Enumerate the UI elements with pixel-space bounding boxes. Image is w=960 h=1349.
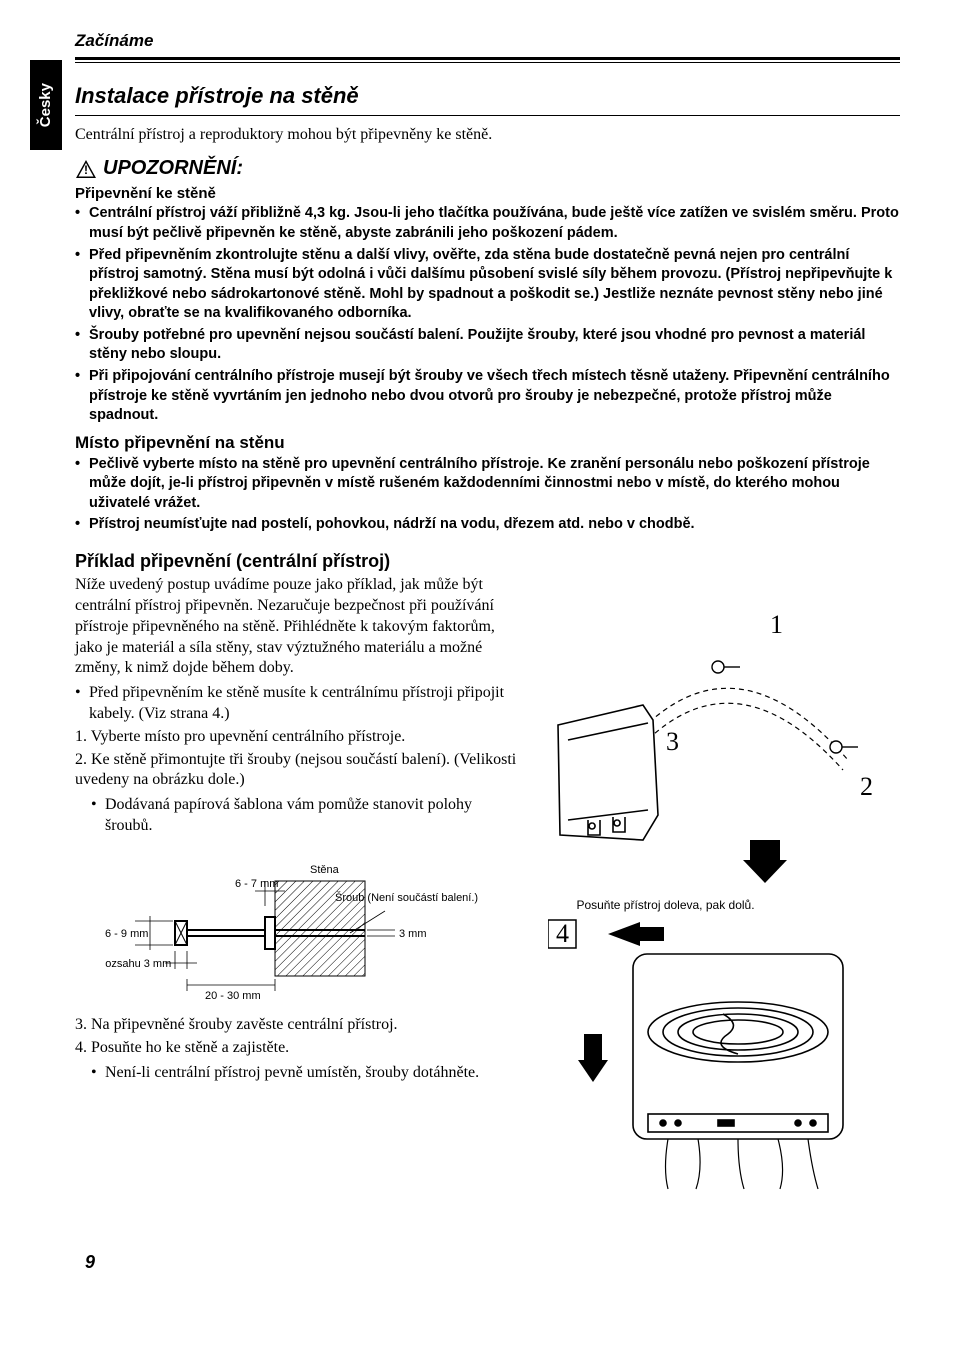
bullet-item: Před připevněním zkontrolujte stěnu a da…	[75, 246, 900, 324]
caution-icon: !	[75, 159, 97, 179]
svg-text:1: 1	[770, 610, 783, 639]
mount-illustration: 1 2 3	[548, 585, 900, 891]
steps-bottom: 3. Na připevněné šrouby zavěste centráln…	[75, 1015, 522, 1059]
title-rule	[75, 115, 900, 116]
bullets-fix: Centrální přístroj váží přibližně 4,3 kg…	[75, 204, 900, 425]
svg-text:3 mm: 3 mm	[399, 928, 427, 940]
bullet-item: Pečlivě vyberte místo na stěně pro upevn…	[75, 455, 900, 514]
caution-row: ! UPOZORNĚNÍ:	[75, 155, 900, 182]
slide-caption: Posuňte přístroj doleva, pak dolů.	[576, 897, 900, 913]
page-number: 9	[85, 1250, 900, 1274]
bullets-place: Pečlivě vyberte místo na stěně pro upevn…	[75, 455, 900, 535]
step-item: 3. Na připevněné šrouby zavěste centráln…	[75, 1015, 522, 1036]
svg-text:6 - 9 mm: 6 - 9 mm	[105, 928, 148, 940]
svg-text:Šroub (Není součástí balení.): Šroub (Není součástí balení.)	[335, 891, 478, 904]
subhead-fix: Připevnění ke stěně	[75, 184, 900, 204]
bullet-item: Centrální přístroj váží přibližně 4,3 kg…	[75, 204, 900, 243]
step-item: 2. Ke stěně přimontujte tři šrouby (nejs…	[75, 750, 522, 792]
step-item: 1. Vyberte místo pro upevnění centrálníh…	[75, 727, 522, 748]
step4-nested: Není-li centrální přístroj pevně umístěn…	[75, 1063, 522, 1084]
svg-text:4: 4	[556, 919, 569, 948]
svg-text:20 - 30 mm: 20 - 30 mm	[205, 990, 261, 1001]
step2-nested: Dodávaná papírová šablona vám pomůže sta…	[75, 795, 522, 837]
nested-item: Dodávaná papírová šablona vám pomůže sta…	[91, 795, 522, 837]
label-wall: Stěna	[310, 864, 340, 876]
screw-diagram: Stěna 6 - 7 mm	[105, 851, 522, 1007]
intro-text: Centrální přístroj a reproduktory mohou …	[75, 124, 900, 146]
example-intro: Níže uvedený postup uvádíme pouze jako p…	[75, 575, 522, 679]
svg-text:6 - 7 mm: 6 - 7 mm	[235, 878, 278, 890]
example-heading: Příklad připevnění (centrální přístroj)	[75, 549, 900, 573]
svg-text:3: 3	[666, 727, 679, 756]
bullet-item: Při připojování centrálního přístroje mu…	[75, 367, 900, 426]
install-title: Instalace přístroje na stěně	[75, 81, 900, 111]
bullet-item: Šrouby potřebné pro upevnění nejsou souč…	[75, 326, 900, 365]
pre-steps: Před připevněním ke stěně musíte k centr…	[75, 683, 522, 725]
slide-illustration: 4	[548, 914, 900, 1200]
caution-label: UPOZORNĚNÍ:	[103, 155, 243, 182]
pre-step-item: Před připevněním ke stěně musíte k centr…	[75, 683, 522, 725]
subhead-place: Místo připevnění na stěnu	[75, 432, 900, 455]
svg-text:2: 2	[860, 772, 873, 801]
svg-text:!: !	[84, 163, 88, 177]
nested-item: Není-li centrální přístroj pevně umístěn…	[91, 1063, 522, 1084]
bullet-item: Přístroj neumísťujte nad postelí, pohovk…	[75, 515, 900, 535]
svg-text:v rozsahu 3 mm: v rozsahu 3 mm	[105, 958, 171, 970]
header-rule	[75, 57, 900, 63]
language-tab: Česky	[30, 60, 62, 150]
steps-top: 1. Vyberte místo pro upevnění centrálníh…	[75, 727, 522, 791]
section-header: Začínáme	[75, 30, 900, 53]
language-tab-label: Česky	[36, 83, 56, 127]
step-item: 4. Posuňte ho ke stěně a zajistěte.	[75, 1038, 522, 1059]
